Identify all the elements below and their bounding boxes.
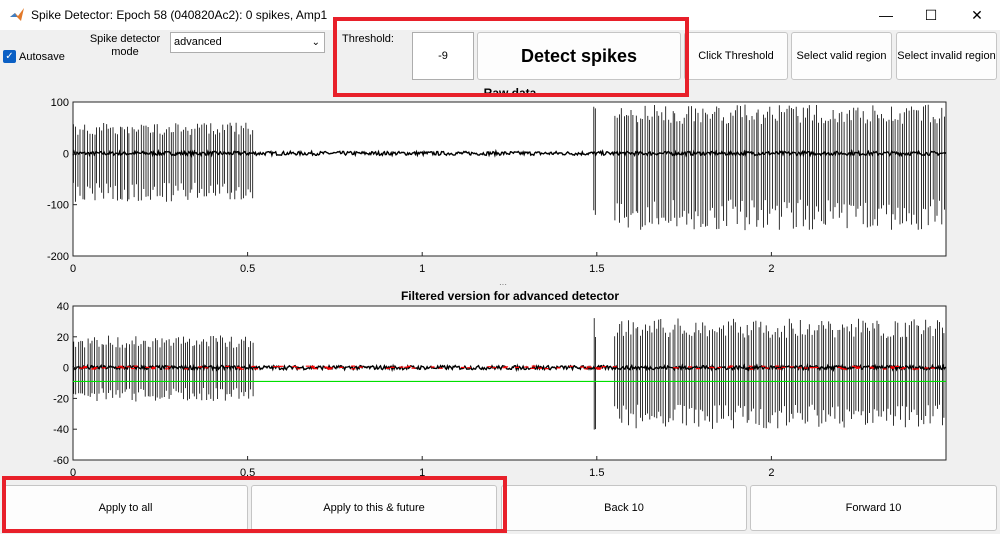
raw-y-tick-label: -200 xyxy=(47,251,69,263)
filtered-y-tick-label: -20 xyxy=(53,393,69,405)
threshold-input[interactable]: -9 xyxy=(412,32,474,80)
window-title: Spike Detector: Epoch 58 (040820Ac2): 0 … xyxy=(31,8,328,22)
raw-data-axes[interactable]: 0 0.5 1 1.5 2 100 0 -100 -200 Raw data xyxy=(47,86,947,275)
filtered-x-tick-label: 0 xyxy=(70,467,76,479)
filtered-x-tick-label: 1 xyxy=(419,467,425,479)
raw-y-tick-label: 100 xyxy=(51,97,69,109)
filtered-spike-segment xyxy=(593,318,596,430)
autosave-checkbox[interactable]: ✓ xyxy=(3,50,16,63)
filtered-title: Filtered version for advanced detector xyxy=(401,289,619,303)
title-bar: Spike Detector: Epoch 58 (040820Ac2): 0 … xyxy=(0,0,1000,30)
matlab-icon xyxy=(10,8,24,21)
raw-spike-segment xyxy=(614,104,945,231)
mode-dropdown[interactable]: advanced ⌄ xyxy=(170,32,325,53)
filtered-tick-labels: 0 0.5 1 1.5 2 40 20 0 -20 -40 -60 xyxy=(53,301,774,479)
chevron-down-icon: ⌄ xyxy=(311,37,320,48)
filtered-x-tick-label: 2 xyxy=(768,467,774,479)
forward-10-button[interactable]: Forward 10 xyxy=(750,485,997,531)
filtered-y-tick-label: 40 xyxy=(57,301,69,313)
back-10-button[interactable]: Back 10 xyxy=(501,485,747,531)
raw-data-trace xyxy=(72,104,947,231)
threshold-label: Threshold: xyxy=(342,33,394,45)
minimize-icon: — xyxy=(879,7,893,23)
mode-label: Spike detector mode xyxy=(89,33,161,58)
checkmark-icon: ✓ xyxy=(5,51,14,62)
raw-tick-labels: 0 0.5 1 1.5 2 100 0 -100 -200 xyxy=(47,97,774,275)
autosave-label: Autosave xyxy=(19,51,65,63)
raw-x-tick-label: 0.5 xyxy=(240,263,255,275)
raw-x-tick-label: 0 xyxy=(70,263,76,275)
filtered-x-tick-label: 1.5 xyxy=(589,467,604,479)
filtered-x-tick-label: 0.5 xyxy=(240,467,255,479)
spike-markers xyxy=(79,365,935,370)
filtered-spike-segment xyxy=(614,318,945,429)
raw-y-tick-label: -100 xyxy=(47,200,69,212)
filtered-y-tick-label: 0 xyxy=(63,363,69,375)
minimize-button[interactable]: — xyxy=(863,0,909,30)
filtered-axes[interactable]: 0 0.5 1 1.5 2 40 20 0 -20 -40 -60 Filtered version… xyxy=(53,289,947,479)
mode-dropdown-value: advanced xyxy=(174,36,222,48)
raw-x-tick-label: 1.5 xyxy=(589,263,604,275)
filtered-y-tick-label: -60 xyxy=(53,455,69,467)
close-button[interactable]: ✕ xyxy=(954,0,1000,30)
filtered-y-tick-label: 20 xyxy=(57,332,69,344)
raw-spike-segment xyxy=(593,106,596,215)
filtered-y-tick-label: -40 xyxy=(53,424,69,436)
apply-to-this-and-future-button[interactable]: Apply to this & future xyxy=(251,485,497,531)
raw-data-title: Raw data xyxy=(484,86,537,100)
detect-spikes-button[interactable]: Detect spikes xyxy=(477,32,681,80)
splitter-handle-icon[interactable]: ··· xyxy=(499,280,507,289)
raw-x-tick-label: 1 xyxy=(419,263,425,275)
maximize-icon: ☐ xyxy=(924,6,938,23)
maximize-button[interactable]: ☐ xyxy=(908,0,954,30)
select-valid-region-button[interactable]: Select valid region xyxy=(791,32,892,80)
apply-to-all-button[interactable]: Apply to all xyxy=(3,485,248,531)
filtered-trace xyxy=(72,318,947,430)
close-icon: ✕ xyxy=(971,6,983,23)
raw-y-tick-label: 0 xyxy=(63,148,69,160)
raw-x-tick-label: 2 xyxy=(768,263,774,275)
click-threshold-button[interactable]: Click Threshold xyxy=(684,32,788,80)
select-invalid-region-button[interactable]: Select invalid region xyxy=(896,32,997,80)
